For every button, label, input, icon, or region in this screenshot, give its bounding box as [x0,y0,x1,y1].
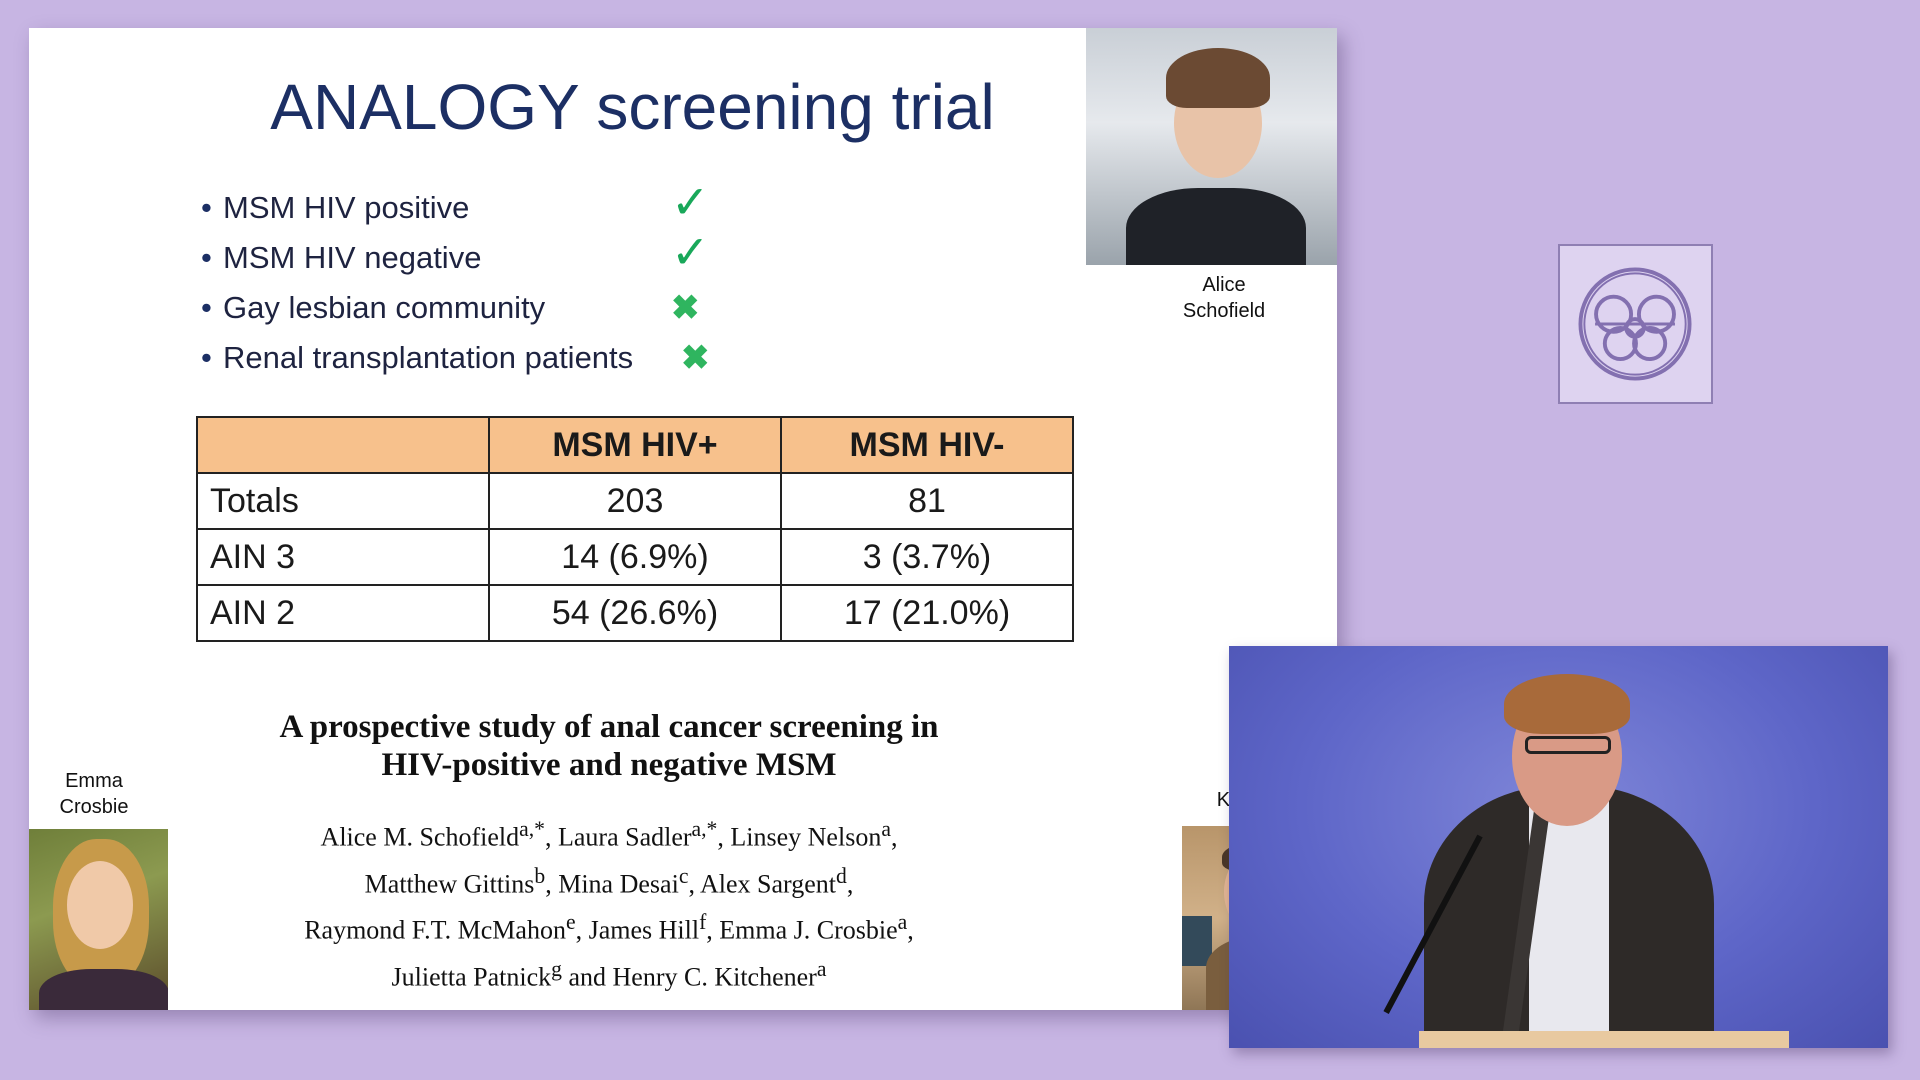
caption-last-name: Schofield [1182,300,1266,322]
table-cell: 17 (21.0%) [780,584,1074,642]
table-cell: 3 (3.7%) [780,528,1074,586]
table-header-cell: MSM HIV+ [488,416,782,474]
caption-first-name: Alice [1202,274,1246,296]
table-header-row: MSM HIV+ MSM HIV- [196,416,1074,474]
bullet-item: • MSM HIV negative ✓ [201,227,710,283]
author-line: Raymond F.T. McMahone, James Hillf, Emma… [304,910,914,945]
table-row: AIN 2 54 (26.6%) 17 (21.0%) [196,584,1074,642]
presentation-slide: ANALOGY screening trial • MSM HIV positiv… [29,28,1337,1010]
paper-title: A prospective study of anal cancer scree… [189,708,1029,784]
bullet-dot-icon: • [201,190,212,225]
table-header-cell [196,416,490,474]
caption-first-name: Emma [65,770,123,792]
check-icon: ✓ [671,226,710,278]
bullet-list: • MSM HIV positive ✓ • MSM HIV negative ✓ … [201,177,710,383]
bullet-item: • Gay lesbian community ✖ [201,283,700,333]
table-cell: 54 (26.6%) [488,584,782,642]
table-row: Totals 203 81 [196,472,1074,530]
table-row: AIN 3 14 (6.9%) 3 (3.7%) [196,528,1074,586]
bullet-dot-icon: • [201,340,212,375]
check-icon: ✓ [671,176,710,228]
author-line: Julietta Patnickg and Henry C. Kitchener… [391,956,827,992]
emma-crosbie-photo [29,829,168,1010]
table-cell: Totals [196,472,490,530]
table-cell: AIN 3 [196,528,490,586]
paper-title-line: HIV-positive and negative MSM [381,747,837,783]
cross-icon: ✖ [681,339,710,377]
alice-schofield-photo [1086,28,1337,265]
bullet-dot-icon: • [201,240,212,275]
bullet-text: Renal transplantation patients [223,340,634,375]
author-list: Alice M. Schofielda,*, Laura Sadlera,*, … [189,810,1029,997]
speaker-video [1229,646,1888,1048]
table-cell: 81 [780,472,1074,530]
bullet-text: Gay lesbian community [223,290,546,325]
bullet-item: • Renal transplantation patients ✖ [201,333,710,383]
author-line: Alice M. Schofielda,*, Laura Sadlera,*, … [320,817,898,852]
emma-crosbie-caption: Emma Crosbie [29,768,159,820]
bullet-item: • MSM HIV positive ✓ [201,177,710,233]
table-cell: 14 (6.9%) [488,528,782,586]
author-line: Matthew Gittinsb, Mina Desaic, Alex Sarg… [364,863,854,899]
results-table: MSM HIV+ MSM HIV- Totals 203 81 AIN 3 14… [196,416,1074,642]
bullet-text: MSM HIV negative [223,240,482,275]
ecc-logo [1558,244,1713,404]
ecc-logo-icon [1578,267,1692,381]
cross-icon: ✖ [671,289,700,327]
bullet-text: MSM HIV positive [223,190,470,225]
table-header-cell: MSM HIV- [780,416,1074,474]
table-cell: AIN 2 [196,584,490,642]
bullet-dot-icon: • [201,290,212,325]
paper-title-line: A prospective study of anal cancer scree… [279,709,939,745]
table-cell: 203 [488,472,782,530]
alice-schofield-caption: Alice Schofield [1164,272,1284,324]
slide-title: ANALOGY screening trial [270,71,995,143]
caption-last-name: Crosbie [59,796,129,818]
